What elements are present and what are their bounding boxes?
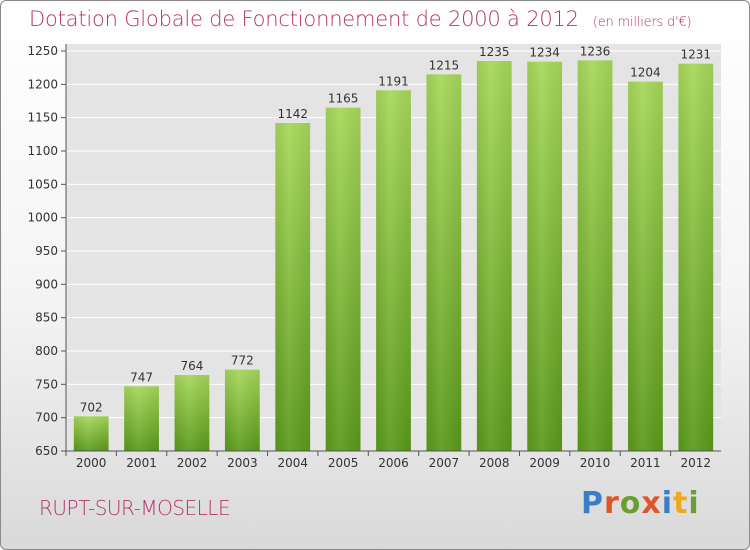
x-axis: 2000 2001 2002 2003 2004 2005 2006 2007 2008 2009… [65, 450, 721, 470]
x-tick-label-2004: 2004 [277, 456, 308, 470]
bar-shine-2003 [224, 369, 260, 451]
bar-shine-2009 [527, 61, 563, 452]
x-tick-label-2006: 2006 [378, 456, 409, 470]
x-tick-label-2000: 2000 [76, 456, 107, 470]
logo-letter: o [619, 486, 642, 521]
logo-letter: i [688, 486, 700, 521]
logo-letter: i [661, 486, 674, 521]
data-labels: 702 747 764 772 1142 1165 1191 1215 1235 1234 1236… [80, 44, 711, 414]
logo-letter: x [641, 486, 662, 521]
y-tick-label: 900 [35, 277, 58, 291]
x-tick-label-2008: 2008 [479, 456, 510, 470]
x-tick-label-2002: 2002 [177, 456, 208, 470]
data-label-2012: 1231 [681, 48, 712, 62]
y-tick-label: 800 [35, 344, 58, 358]
chart-unit: (en milliers d'€) [592, 15, 692, 30]
y-tick-label: 1200 [27, 77, 58, 91]
x-tick-label-2012: 2012 [681, 456, 712, 470]
x-tick-label-2005: 2005 [328, 456, 359, 470]
y-tick-label: 850 [35, 311, 58, 325]
bar-shine-2011 [628, 81, 663, 452]
logo-letter: r [604, 486, 620, 521]
data-label-2001: 747 [130, 370, 153, 384]
y-tick-label: 1050 [27, 177, 58, 191]
data-label-2007: 1215 [429, 58, 460, 72]
y-tick-label: 1000 [27, 211, 58, 225]
data-label-2011: 1204 [630, 66, 661, 80]
bar-shine-2005 [325, 107, 361, 452]
logo-letter: t [673, 486, 689, 521]
bar-shine-2010 [577, 60, 613, 451]
bar-shine-2000 [73, 416, 109, 451]
y-tick-label: 950 [35, 244, 58, 258]
chart-title: Dotation Globale de Fonctionnement de 20… [29, 7, 692, 31]
x-tick-label-2003: 2003 [227, 456, 258, 470]
data-label-2005: 1165 [328, 92, 359, 106]
data-label-2010: 1236 [580, 44, 611, 58]
x-tick-label-2007: 2007 [429, 456, 460, 470]
bar-shine-2012 [678, 63, 714, 452]
x-tick-label-2001: 2001 [126, 456, 157, 470]
commune-name: RUPT-SUR-MOSELLE [39, 496, 231, 520]
data-label-2000: 702 [80, 400, 103, 414]
y-tick-label: 1150 [27, 111, 58, 125]
y-tick-label: 1100 [27, 144, 58, 158]
bars [73, 60, 714, 452]
chart-title-text: Dotation Globale de Fonctionnement de 20… [29, 7, 579, 31]
logo-letter: P [581, 486, 604, 521]
x-tick-label-2011: 2011 [630, 456, 661, 470]
data-label-2003: 772 [231, 354, 254, 368]
data-label-2004: 1142 [277, 107, 308, 121]
y-tick-label: 700 [35, 411, 58, 425]
data-label-2008: 1235 [479, 45, 510, 59]
bar-shine-2001 [124, 386, 159, 451]
data-label-2006: 1191 [378, 74, 409, 88]
bar-shine-2007 [426, 74, 462, 451]
y-tick-label: 650 [35, 444, 58, 458]
y-tick-label: 1250 [27, 44, 58, 58]
data-label-2002: 764 [181, 359, 204, 373]
bar-shine-2002 [174, 375, 210, 451]
x-tick-label-2010: 2010 [580, 456, 611, 470]
bar-shine-2004 [275, 123, 311, 451]
x-tick-label-2009: 2009 [529, 456, 560, 470]
y-tick-label: 750 [35, 377, 58, 391]
proxiti-logo: Proxiti [581, 486, 700, 521]
data-label-2009: 1234 [529, 46, 560, 60]
bar-shine-2008 [476, 61, 512, 451]
bar-shine-2006 [376, 90, 411, 451]
y-axis: 650 700 750 800 850 900 950 1000 1050 1100 1150 120… [27, 44, 67, 458]
